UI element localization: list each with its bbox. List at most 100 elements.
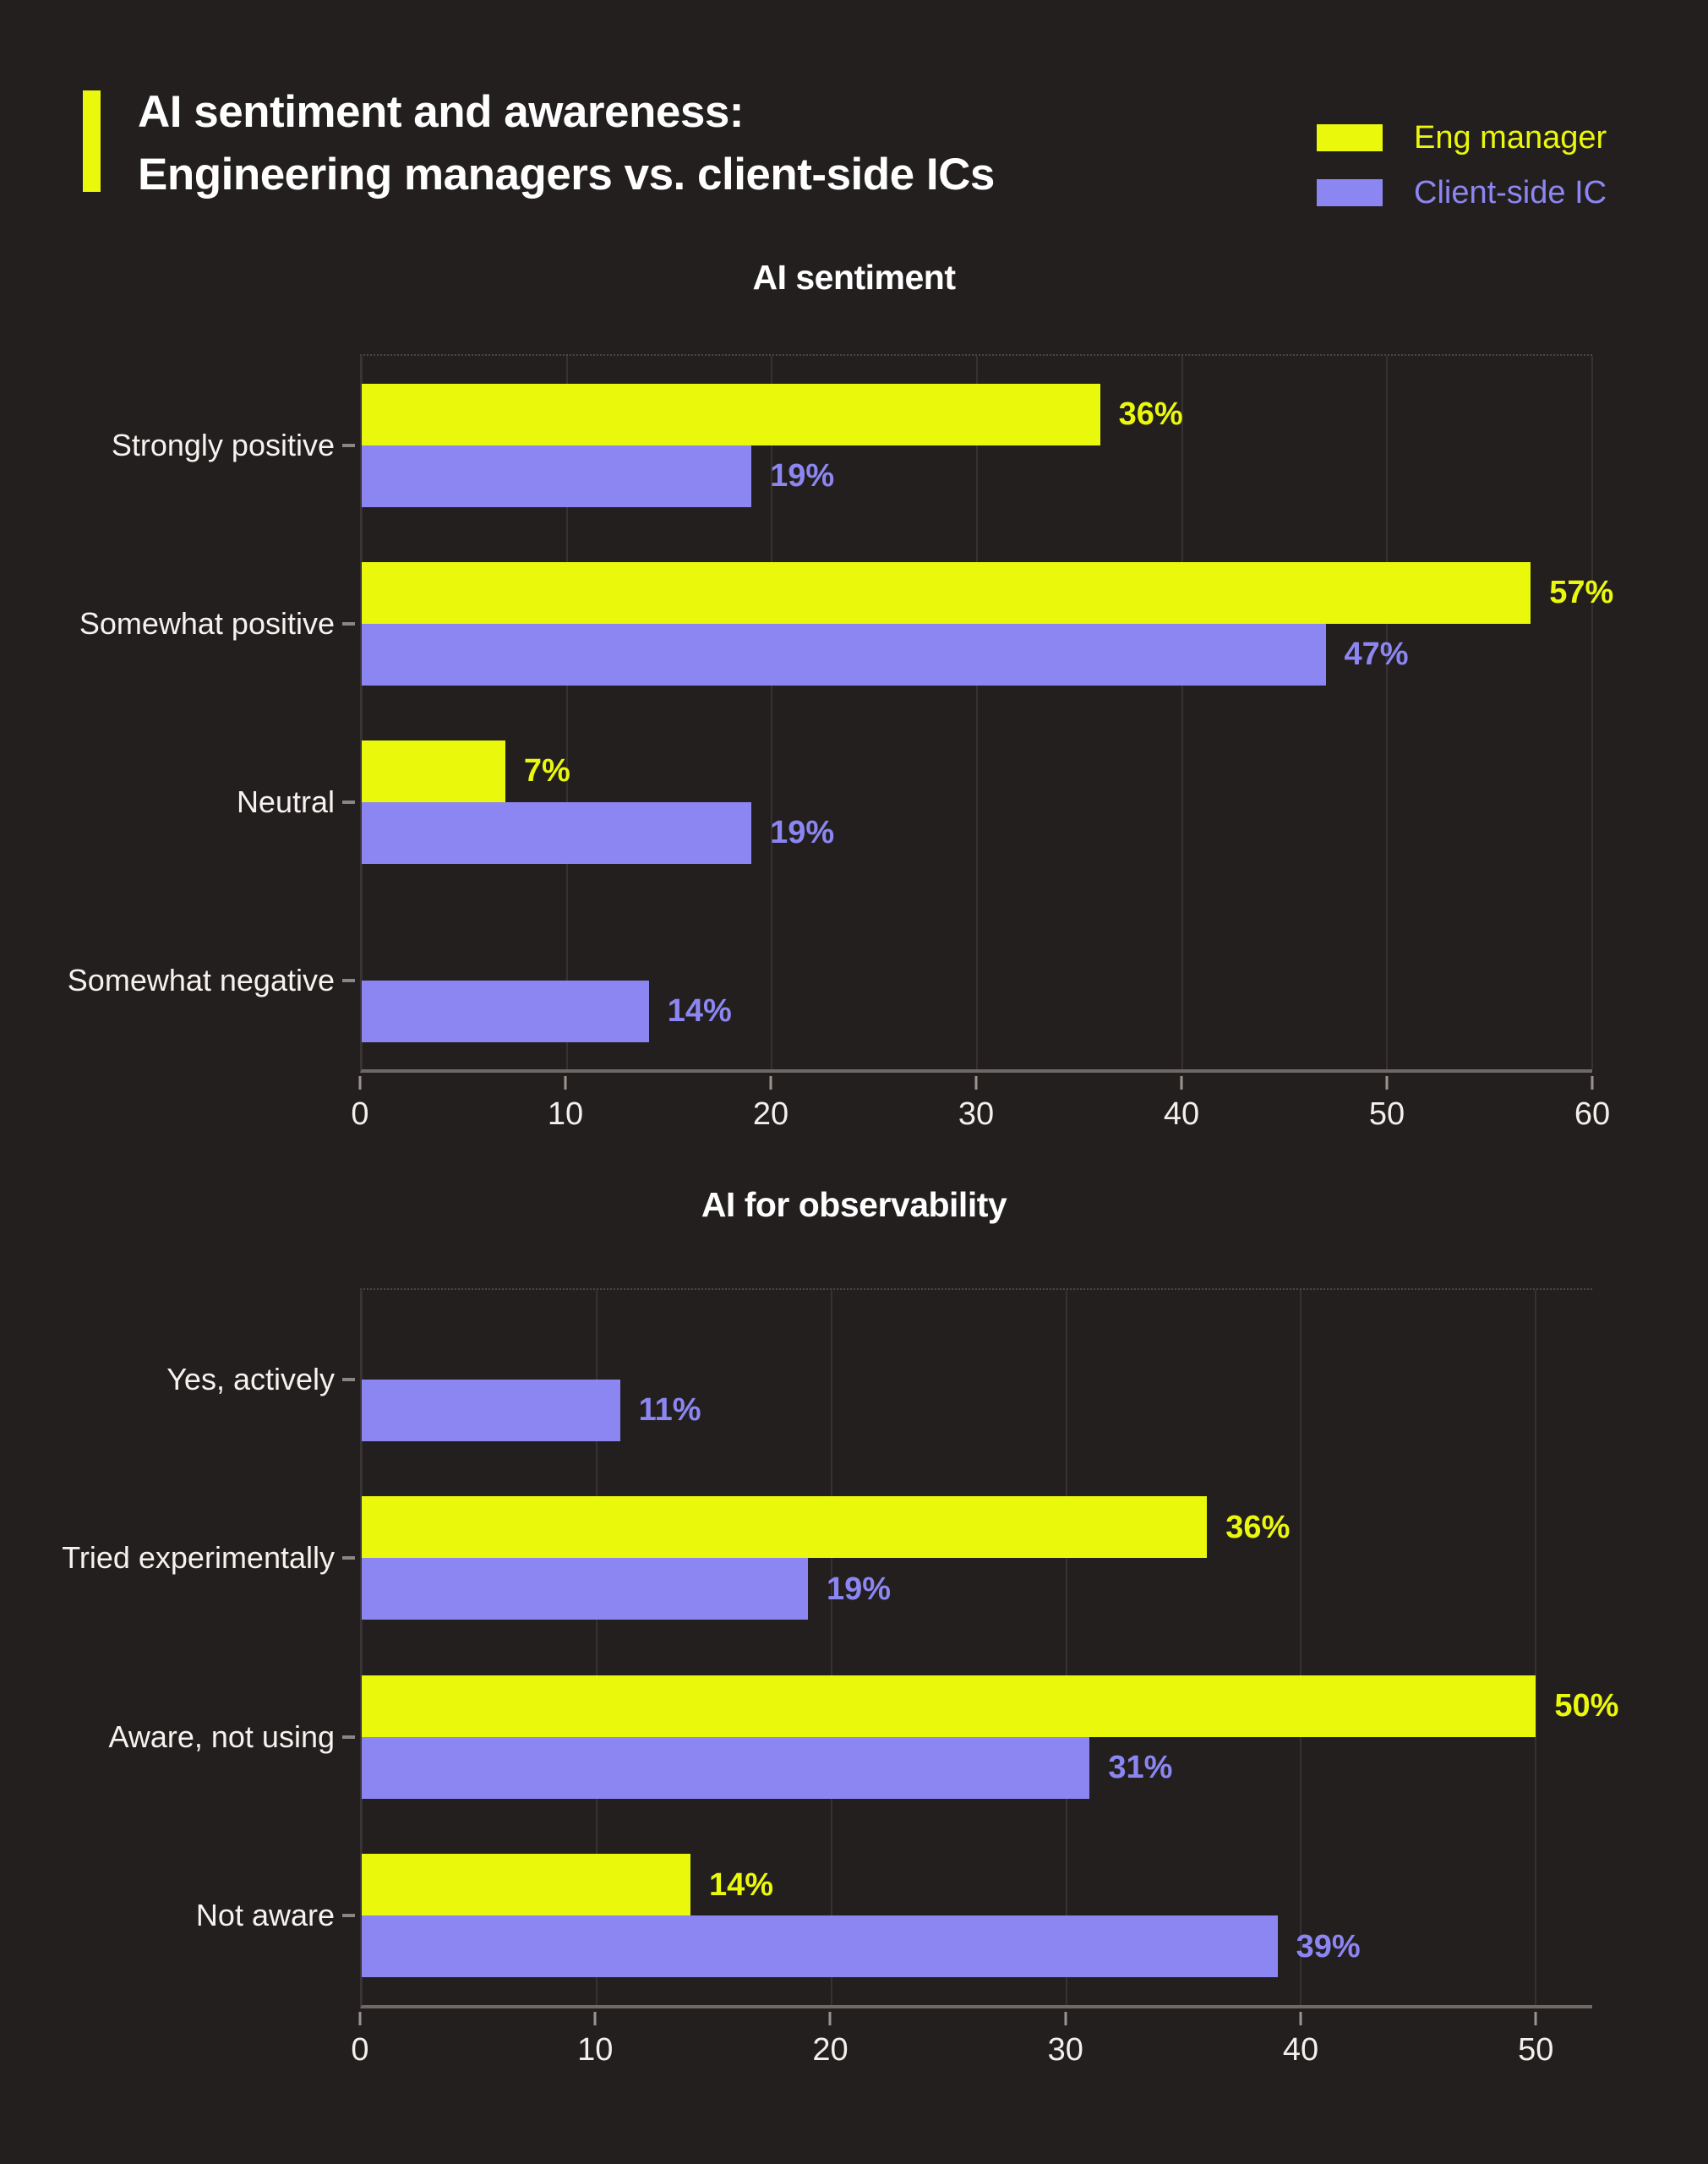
x-tick-mark [1064, 2012, 1067, 2025]
x-tick-label: 30 [958, 1096, 995, 1132]
category-tick [342, 443, 355, 447]
x-axis: 0 10 20 30 40 50 [351, 2012, 1592, 2088]
bar-group: Yes, actively 11% [166, 1290, 1592, 1469]
gridline [1386, 356, 1389, 1069]
gridline [830, 1290, 832, 2005]
gridline [565, 356, 568, 1069]
chart-title: AI for observability [701, 1185, 1007, 1224]
x-tick-label: 60 [1574, 1096, 1611, 1132]
bar-value-label: 14% [667, 993, 732, 1029]
bar-value-label: 19% [826, 1571, 891, 1607]
x-tick-mark [769, 1076, 772, 1090]
x-tick-label: 50 [1518, 2032, 1554, 2068]
bar-group: Aware, not using 50% 31% [108, 1648, 1618, 1827]
x-tick-mark [1180, 1076, 1183, 1090]
x-tick-label: 0 [351, 2032, 369, 2068]
bar-value-label: 19% [770, 458, 835, 494]
category-tick [342, 621, 355, 626]
legend: Eng manager Client-side IC [1317, 122, 1607, 233]
x-tick-label: 50 [1368, 1096, 1405, 1132]
plot-area: Yes, actively 11% Tried experimentally 36% 1… [62, 1288, 1618, 2008]
x-tick-mark [593, 2012, 597, 2025]
bar-group: Strongly positive 36% 19% [112, 356, 1592, 534]
bar-row: 7% [362, 740, 1592, 802]
x-axis: 0 10 20 30 40 50 60 [351, 1076, 1610, 1152]
x-tick-mark [564, 1076, 567, 1090]
gridline [771, 356, 773, 1069]
bar-value-label: 14% [709, 1866, 774, 1903]
legend-item-eng-manager: Eng manager [1317, 122, 1607, 154]
gridline [361, 356, 363, 1069]
x-tick-mark [1591, 1076, 1594, 1090]
category-tick [342, 800, 355, 804]
title-accent-bar [83, 90, 101, 192]
bar-eng-manager [362, 1854, 690, 1916]
x-tick-label: 20 [752, 1096, 789, 1132]
bar-value-label: 7% [523, 753, 570, 789]
bar-value-label: 11% [638, 1392, 701, 1429]
category-label: Not aware [195, 1898, 335, 1933]
bar-client-side-ic [362, 1379, 620, 1441]
gridline [1591, 356, 1593, 1069]
category-tick [342, 1377, 355, 1381]
bar-eng-manager [362, 1496, 1208, 1559]
category-label: Somewhat negative [67, 962, 335, 997]
bar-value-label: 36% [1225, 1509, 1291, 1545]
legend-swatch-client-side-ic [1317, 178, 1383, 206]
x-tick-label: 40 [1282, 2032, 1319, 2068]
x-tick-mark [1299, 2012, 1302, 2025]
bar-group: Neutral 7% 19% [237, 713, 1592, 891]
gridline [1181, 356, 1183, 1069]
bar-value-label: 57% [1549, 575, 1614, 610]
bar-row: 19% [362, 801, 1592, 864]
bar-row: 14% [362, 980, 1592, 1042]
bar-value-label: 19% [770, 815, 835, 850]
bar-client-side-ic [362, 1736, 1090, 1799]
x-tick-mark [974, 1076, 978, 1090]
bar-value-label: 47% [1344, 637, 1409, 672]
bar-client-side-ic [362, 1558, 808, 1620]
bar-row [362, 1318, 1592, 1380]
plot-area: Strongly positive 36% 19% Somewhat positive… [68, 354, 1613, 1073]
bar-row: 36% [362, 383, 1592, 445]
category-tick [342, 1914, 355, 1918]
chart-title: AI sentiment [752, 258, 956, 297]
bar-row: 39% [362, 1915, 1592, 1978]
bar-eng-manager [362, 383, 1100, 445]
gridline [976, 356, 978, 1069]
gridline [1535, 1290, 1537, 2005]
x-tick-label: 10 [577, 2032, 614, 2068]
category-label: Neutral [236, 784, 335, 819]
x-tick-mark [358, 1076, 362, 1090]
x-tick-label: 10 [547, 1096, 584, 1132]
bar-group: Tried experimentally 36% 19% [62, 1469, 1592, 1648]
x-tick-mark [358, 2012, 362, 2025]
category-tick [342, 978, 355, 982]
bar-client-side-ic [362, 445, 752, 507]
x-tick-mark [828, 2012, 832, 2025]
x-tick-label: 0 [351, 1096, 369, 1132]
bar-row: 47% [362, 623, 1592, 686]
bar-row: 36% [362, 1496, 1592, 1559]
category-label: Tried experimentally [62, 1540, 335, 1576]
bar-row [362, 919, 1592, 981]
page-title-line1: AI sentiment and awareness: [138, 87, 744, 137]
bar-eng-manager [362, 1675, 1536, 1737]
x-tick-label: 20 [812, 2032, 849, 2068]
legend-item-client-side-ic: Client-side IC [1317, 177, 1607, 209]
bar-group: Somewhat negative 14% [68, 891, 1592, 1069]
category-label: Yes, actively [166, 1361, 335, 1396]
bar-row: 19% [362, 1558, 1592, 1620]
x-tick-mark [1385, 1076, 1389, 1090]
bar-value-label: 36% [1118, 396, 1183, 432]
bar-client-side-ic [362, 1915, 1278, 1978]
bar-group: Not aware 14% 39% [196, 1827, 1592, 2006]
category-label: Somewhat positive [79, 605, 335, 641]
bar-row: 19% [362, 445, 1592, 507]
bar-eng-manager [362, 740, 505, 802]
category-tick [342, 1735, 355, 1739]
bar-row: 14% [362, 1854, 1592, 1916]
category-tick [342, 1556, 355, 1560]
bar-group: Somewhat positive 57% 47% [79, 534, 1613, 713]
